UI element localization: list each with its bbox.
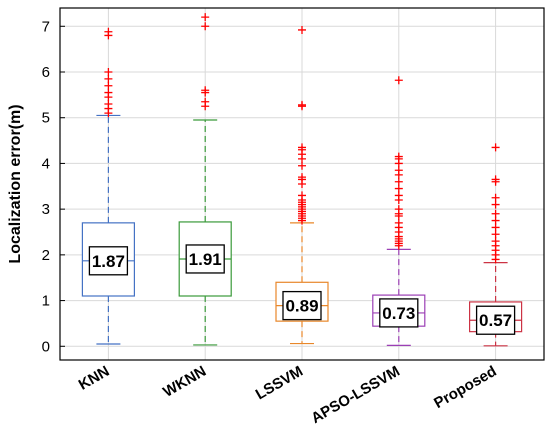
outlier-point [491,237,500,246]
median-label-box [88,246,129,276]
outlier-point [491,216,500,225]
outlier-point [104,81,113,90]
outlier-point [394,76,403,85]
outlier-point [104,88,113,97]
outlier-point [298,25,306,34]
y-tick-label: 4 [42,155,50,172]
box-apso-lssvm: 0.73 [372,76,426,346]
y-tick-label: 2 [42,247,50,264]
median-label: 1.91 [189,250,222,269]
box-knn: 1.87 [81,27,136,345]
median-label: 0.73 [382,304,415,323]
outlier-point [491,223,500,232]
outlier-point [104,100,113,108]
box-wknn: 1.91 [178,13,232,346]
y-tick-label: 7 [42,18,50,35]
boxes: 1.87 1.91 0.89 0.73 0.57 [81,13,523,347]
x-axis-categories: KNN WKNN LSSVM APSO-LSSVM Proposed [76,363,500,427]
outlier-point [394,166,403,175]
median-label-box [379,298,419,328]
outlier-point [201,13,210,22]
outlier-point [298,161,306,170]
outlier-point [491,175,500,184]
outlier-point [298,173,306,182]
outlier-point [298,191,306,200]
y-tick-label: 1 [42,293,50,310]
x-category-label: APSO-LSSVM [308,363,402,427]
x-category-label: WKNN [160,363,209,401]
outlier-point [394,205,403,214]
outlier-point [201,86,210,95]
outlier-point [394,191,403,200]
outlier-point [104,68,113,76]
y-tick-label: 3 [42,201,50,218]
median-label: 1.87 [92,252,125,271]
outlier-point [394,152,403,161]
y-tick-label: 5 [42,110,50,127]
outlier-point [104,27,113,36]
outlier-point [298,143,306,152]
y-tick-label: 0 [42,338,50,355]
median-label-box [282,290,322,321]
outlier-point [491,230,500,239]
y-tick-label: 6 [42,64,50,81]
outlier-point [298,100,306,109]
outlier-point [491,200,500,209]
outlier-point [201,97,210,106]
plot-frame [59,7,545,361]
x-category-label: KNN [76,363,113,394]
y-axis-label: Localization error(m) [7,104,24,263]
outlier-point [491,193,500,202]
outlier-point [201,22,210,31]
outlier-point [104,74,113,83]
outlier-point [491,209,500,218]
x-category-label: LSSVM [253,363,306,404]
box-lssvm: 0.89 [275,25,329,345]
median-label: 0.57 [479,311,512,330]
y-axis-ticks: 0 1 2 3 4 5 6 7 [42,18,65,355]
median-label-box [185,244,225,274]
box-proposed: 0.57 [469,143,523,347]
median-label: 0.89 [285,297,318,316]
outlier-point [394,218,403,227]
outlier-point [394,184,403,193]
outlier-point [491,143,500,152]
x-category-label: Proposed [431,363,499,412]
outlier-point [394,177,403,186]
median-label-box [475,305,516,335]
